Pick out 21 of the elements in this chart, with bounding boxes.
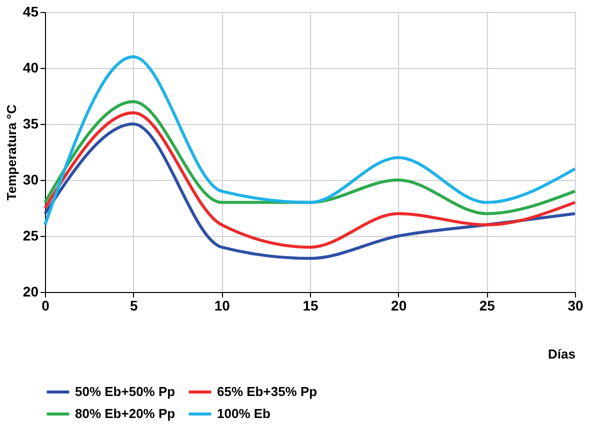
y-tick-label: 40: [22, 60, 39, 76]
legend-label: 65% Eb+35% Pp: [217, 384, 318, 399]
x-tick-label: 10: [214, 298, 230, 314]
legend-label: 80% Eb+20% Pp: [75, 406, 176, 421]
x-tick-label: 20: [391, 298, 407, 314]
y-tick-label: 25: [22, 228, 39, 244]
x-axis-title: Días: [548, 346, 576, 362]
y-tick-label: 30: [22, 172, 39, 188]
y-tick-label: 20: [22, 284, 39, 300]
x-tick-label: 0: [42, 298, 50, 314]
y-tick-label: 45: [22, 4, 39, 20]
x-tick-label: 5: [130, 298, 138, 314]
y-axis-title: Temperatura °C: [4, 104, 19, 200]
x-tick-label: 25: [479, 298, 496, 314]
line-series: [44, 55, 576, 226]
x-tick-label: 30: [568, 298, 584, 314]
y-tick-label: 35: [22, 116, 39, 132]
legend-label: 50% Eb+50% Pp: [75, 384, 176, 399]
legend-label: 100% Eb: [217, 406, 271, 421]
line-series: [44, 111, 576, 249]
x-tick-label: 15: [302, 298, 318, 314]
